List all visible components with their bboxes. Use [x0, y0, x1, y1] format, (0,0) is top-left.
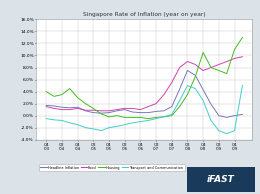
Legend: Headline Inflation, Food, Housing, Transport and Communication: Headline Inflation, Food, Housing, Trans… — [39, 164, 185, 171]
Title: Singapore Rate of Inflation (year on year): Singapore Rate of Inflation (year on yea… — [83, 12, 206, 17]
Text: iFAST: iFAST — [207, 175, 235, 184]
